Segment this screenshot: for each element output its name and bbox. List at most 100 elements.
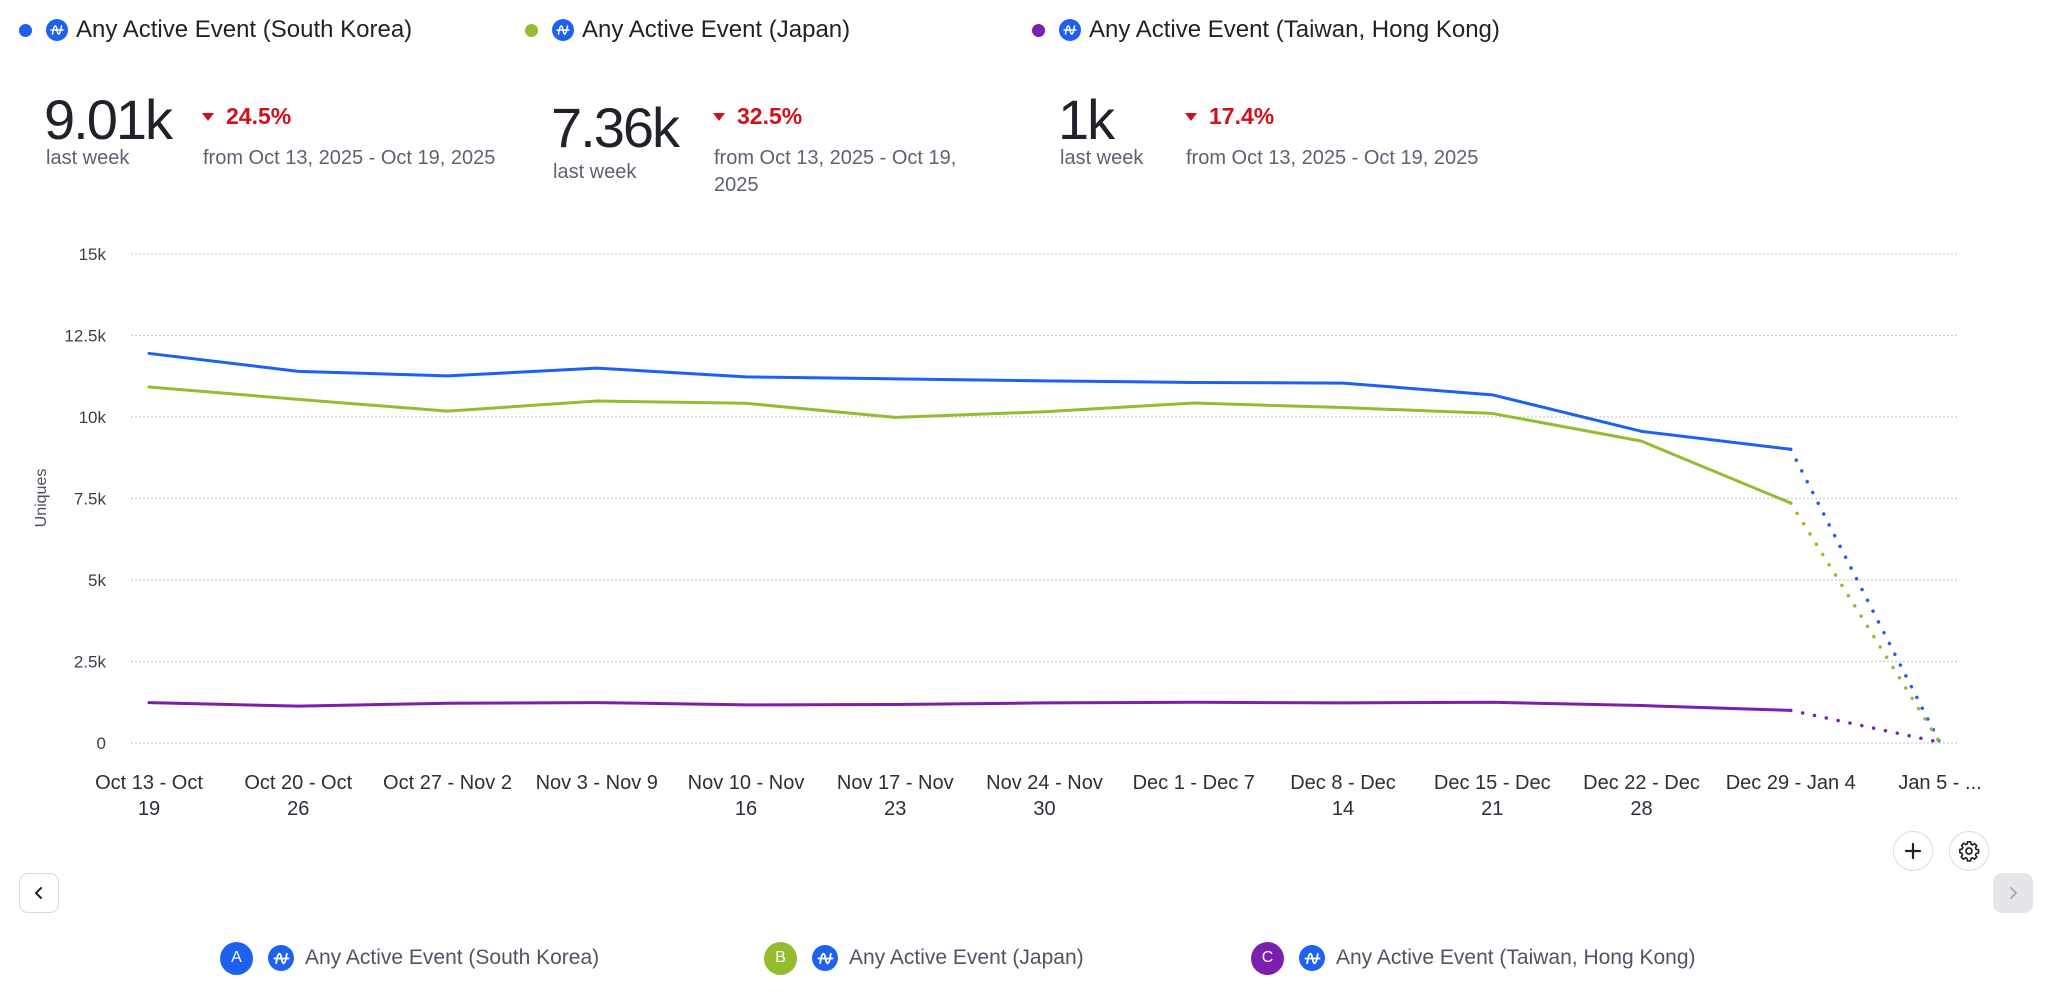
previous-page-button[interactable]	[19, 873, 59, 913]
amplitude-event-icon	[552, 19, 574, 41]
series-line-complete	[147, 700, 1793, 712]
metric-value: 9.01k	[44, 88, 173, 151]
data-point[interactable]	[1337, 402, 1349, 414]
x-tick-label: Dec 29 - Jan 4	[1726, 772, 1856, 794]
metric-period: last week	[1060, 147, 1144, 169]
series-line-incomplete	[1789, 447, 1942, 745]
bottom-legend-item-japan[interactable]: B Any Active Event (Japan)	[764, 941, 1084, 975]
data-point[interactable]	[143, 381, 155, 393]
series-badge: C	[1251, 941, 1284, 975]
plus-icon	[1904, 842, 1922, 860]
top-legend-label: Any Active Event (Japan)	[582, 16, 851, 43]
series-line-complete	[147, 385, 1793, 505]
metric-comparison-range: from Oct 13, 2025 - Oct 19, 2025	[714, 147, 957, 196]
data-point[interactable]	[1337, 377, 1349, 389]
bottom-legend-label: Any Active Event (South Korea)	[305, 946, 600, 969]
metric-comparison-range: from Oct 13, 2025 - Oct 19, 2025	[1186, 147, 1479, 169]
y-tick-label: 0	[97, 734, 106, 753]
amplitude-event-icon	[268, 945, 294, 971]
x-axis-ticks: Oct 13 - Oct 19 Oct 20 - Oct 26 Oct 27 - Nov…	[95, 772, 1982, 820]
metric-value: 1k	[1058, 88, 1115, 151]
top-legend-item-taiwan-hong-kong[interactable]: Any Active Event (Taiwan, Hong Kong)	[1032, 14, 1500, 46]
y-tick-label: 7.5k	[74, 490, 107, 509]
y-tick-label: 5k	[88, 571, 106, 590]
data-point[interactable]	[1785, 443, 1797, 455]
data-point[interactable]	[591, 362, 603, 374]
data-point[interactable]	[1188, 696, 1200, 708]
data-point[interactable]	[591, 395, 603, 407]
data-point[interactable]	[292, 365, 304, 377]
data-point[interactable]	[740, 699, 752, 711]
x-tick-label: Nov 10 - Nov 16	[688, 772, 805, 820]
data-point[interactable]	[442, 370, 454, 382]
data-point[interactable]	[1039, 406, 1051, 418]
x-tick-label: Dec 22 - Dec 28	[1583, 772, 1700, 820]
gear-icon	[1959, 841, 1980, 862]
metric-value: 7.36k	[551, 96, 680, 159]
data-point[interactable]	[143, 697, 155, 709]
data-point[interactable]	[1785, 497, 1797, 509]
y-axis-title: Uniques	[33, 469, 50, 528]
top-legend-item-south-korea[interactable]: Any Active Event (South Korea)	[19, 14, 412, 46]
data-point[interactable]	[1039, 697, 1051, 709]
data-point[interactable]	[889, 411, 901, 423]
series-line-incomplete	[1789, 708, 1942, 745]
down-arrow-icon	[1185, 112, 1197, 121]
data-point[interactable]	[292, 393, 304, 405]
data-point[interactable]	[1934, 736, 1946, 748]
data-point[interactable]	[1486, 389, 1498, 401]
x-tick-label: Oct 13 - Oct 19	[95, 772, 203, 820]
data-point[interactable]	[1337, 697, 1349, 709]
series-color-dot	[525, 23, 538, 37]
data-point[interactable]	[1039, 375, 1051, 387]
data-point[interactable]	[442, 405, 454, 417]
data-point[interactable]	[591, 697, 603, 709]
metric-change-value: 32.5%	[737, 103, 803, 129]
data-point[interactable]	[143, 347, 155, 359]
top-legend-label: Any Active Event (Taiwan, Hong Kong)	[1089, 16, 1500, 43]
data-point[interactable]	[1636, 435, 1648, 447]
down-arrow-icon	[713, 112, 725, 121]
data-point[interactable]	[740, 397, 752, 409]
metric-period: last week	[46, 147, 130, 169]
bottom-legend-item-taiwan-hong-kong[interactable]: C Any Active Event (Taiwan, Hong Kong)	[1251, 941, 1696, 975]
x-tick-label: Dec 1 - Dec 7	[1133, 772, 1255, 794]
x-tick-label: Oct 27 - Nov 2	[383, 772, 512, 794]
x-tick-label: Nov 17 - Nov 23	[837, 772, 954, 820]
data-point[interactable]	[292, 700, 304, 712]
series-line-incomplete	[1789, 501, 1942, 745]
y-tick-label: 2.5k	[74, 653, 107, 672]
data-point[interactable]	[1188, 397, 1200, 409]
y-tick-label: 10k	[79, 408, 107, 427]
data-point[interactable]	[1486, 407, 1498, 419]
data-point[interactable]	[740, 371, 752, 383]
next-page-button[interactable]	[1993, 873, 2033, 913]
data-point[interactable]	[1188, 376, 1200, 388]
data-point[interactable]	[1486, 696, 1498, 708]
y-axis-ticks: 0 2.5k 5k 7.5k 10k 12.5k 15k	[64, 245, 106, 753]
x-tick-label: Nov 24 - Nov 30	[986, 772, 1103, 820]
amplitude-event-icon	[1059, 19, 1081, 41]
metric-change-value: 17.4%	[1209, 103, 1275, 129]
series-color-dot	[1032, 23, 1045, 37]
metric-period: last week	[553, 161, 637, 183]
data-point[interactable]	[442, 697, 454, 709]
bottom-legend-label: Any Active Event (Japan)	[849, 946, 1084, 969]
chart-settings-button[interactable]	[1949, 831, 1989, 871]
data-point[interactable]	[1636, 700, 1648, 712]
data-point[interactable]	[889, 699, 901, 711]
amplitude-event-icon	[1299, 945, 1325, 971]
x-tick-label: Dec 8 - Dec 14	[1290, 772, 1396, 820]
data-point[interactable]	[889, 373, 901, 385]
x-tick-label: Jan 5 - ...	[1898, 772, 1981, 794]
x-tick-label: Nov 3 - Nov 9	[536, 772, 658, 794]
add-button[interactable]	[1893, 831, 1933, 871]
bottom-legend-item-south-korea[interactable]: A Any Active Event (South Korea)	[220, 941, 599, 975]
line-chart: 0 2.5k 5k 7.5k 10k 12.5k 15k Uniques Oct 13 - …	[33, 245, 1982, 820]
top-legend-label: Any Active Event (South Korea)	[76, 16, 413, 43]
metric-comparison-range: from Oct 13, 2025 - Oct 19, 2025	[203, 147, 496, 169]
top-legend-item-japan[interactable]: Any Active Event (Japan)	[525, 14, 850, 46]
chevron-left-icon	[35, 887, 42, 899]
data-point[interactable]	[1785, 704, 1797, 716]
x-tick-label: Dec 15 - Dec 21	[1434, 772, 1551, 820]
